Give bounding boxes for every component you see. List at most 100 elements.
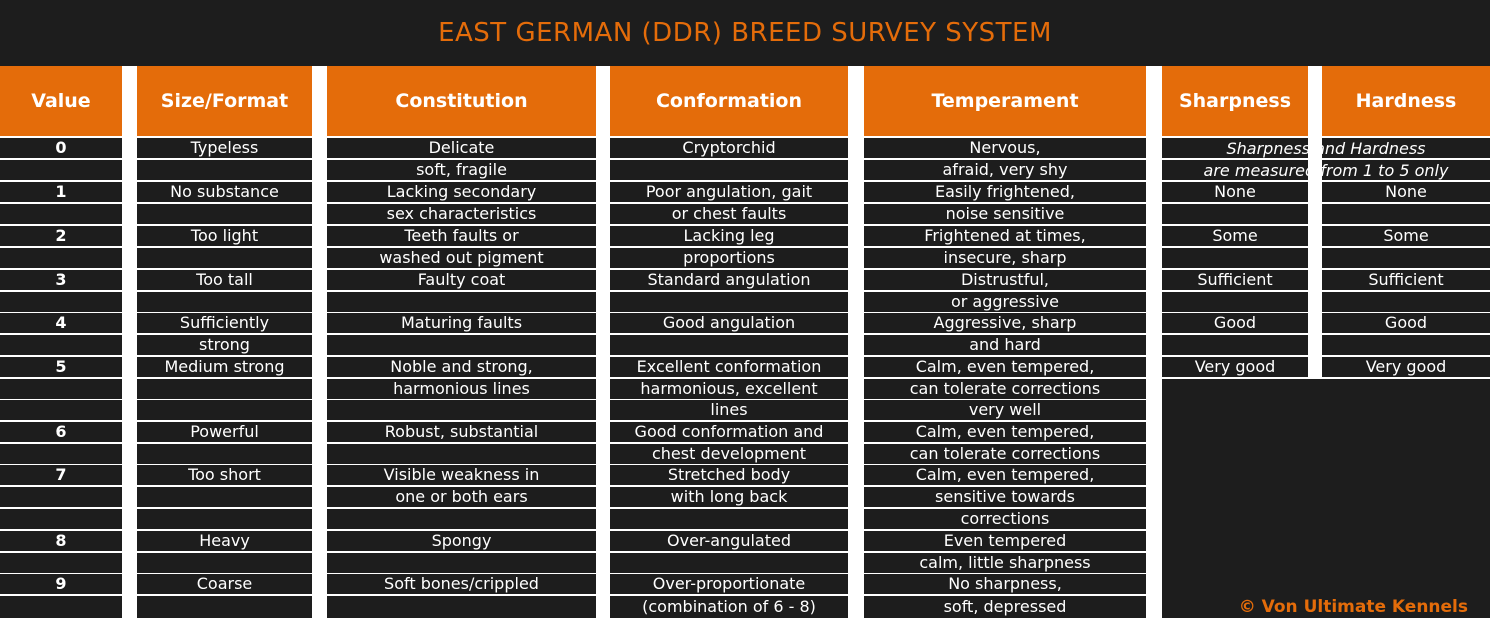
table-cell: Too light <box>137 226 312 246</box>
table-cell: 5 <box>0 357 122 377</box>
table-cell <box>1162 292 1308 312</box>
table-cell <box>0 487 122 507</box>
copyright-text: © Von Ultimate Kennels <box>1238 597 1468 617</box>
table-cell: Noble and strong, <box>327 357 596 377</box>
table-cell: and hard <box>864 335 1146 355</box>
table-cell: Heavy <box>137 531 312 551</box>
table-cell <box>1322 248 1490 268</box>
table-cell: insecure, sharp <box>864 248 1146 268</box>
table-cell: one or both ears <box>327 487 596 507</box>
table-cell: Aggressive, sharp <box>864 313 1146 333</box>
table-cell: Easily frightened, <box>864 182 1146 202</box>
table-cell: Lacking secondary <box>327 182 596 202</box>
table-cell: Powerful <box>137 422 312 442</box>
table-cell <box>610 553 848 573</box>
table-cell: Excellent conformation <box>610 357 848 377</box>
table-cell: Sufficient <box>1322 270 1490 290</box>
table-cell: corrections <box>864 509 1146 529</box>
table-cell: Typeless <box>137 138 312 158</box>
table-cell <box>0 444 122 464</box>
table-cell <box>0 596 122 618</box>
column-header: Constitution <box>327 66 596 136</box>
table-cell: 1 <box>0 182 122 202</box>
table-cell: Stretched body <box>610 465 848 485</box>
table-cell <box>1162 204 1308 224</box>
table-cell: Medium strong <box>137 357 312 377</box>
table-cell <box>137 553 312 573</box>
table-cell <box>137 160 312 180</box>
table-cell: Very good <box>1322 357 1490 377</box>
table-cell: chest development <box>610 444 848 464</box>
table-cell: Even tempered <box>864 531 1146 551</box>
table-cell <box>0 553 122 573</box>
column-header: Hardness <box>1322 66 1490 136</box>
table-cell: Visible weakness in <box>327 465 596 485</box>
table-cell <box>137 509 312 529</box>
column-header: Sharpness <box>1162 66 1308 136</box>
table-cell: Calm, even tempered, <box>864 465 1146 485</box>
table-cell: noise sensitive <box>864 204 1146 224</box>
table-cell: Good conformation and <box>610 422 848 442</box>
table-cell <box>1322 138 1490 158</box>
table-cell: Poor angulation, gait <box>610 182 848 202</box>
table-cell <box>1322 335 1490 355</box>
table-cell <box>1322 292 1490 312</box>
table-cell <box>0 160 122 180</box>
table-cell: Too tall <box>137 270 312 290</box>
table-cell: Faulty coat <box>327 270 596 290</box>
table-cell: No sharpness, <box>864 574 1146 594</box>
table-cell: (combination of 6 - 8) <box>610 596 848 618</box>
table-cell: 6 <box>0 422 122 442</box>
table-cell: Calm, even tempered, <box>864 422 1146 442</box>
table-cell: Calm, even tempered, <box>864 357 1146 377</box>
table-cell: 8 <box>0 531 122 551</box>
table-cell: very well <box>864 400 1146 420</box>
table-cell: Nervous, <box>864 138 1146 158</box>
table-cell: Soft bones/crippled <box>327 574 596 594</box>
table-cell <box>1162 160 1308 180</box>
table-cell <box>1322 204 1490 224</box>
table-cell <box>0 335 122 355</box>
table-cell <box>1322 160 1490 180</box>
table-cell: Some <box>1322 226 1490 246</box>
table-cell: Good <box>1322 313 1490 333</box>
table-cell: Spongy <box>327 531 596 551</box>
table-cell <box>0 248 122 268</box>
table-cell: washed out pigment <box>327 248 596 268</box>
table-cell <box>137 444 312 464</box>
table-cell: harmonious, excellent <box>610 379 848 399</box>
table-cell <box>137 292 312 312</box>
table-cell: Delicate <box>327 138 596 158</box>
table-cell <box>327 444 596 464</box>
table-cell <box>137 204 312 224</box>
table-cell <box>327 292 596 312</box>
table-cell: soft, fragile <box>327 160 596 180</box>
table-cell: No substance <box>137 182 312 202</box>
column-header: Temperament <box>864 66 1146 136</box>
table-cell: proportions <box>610 248 848 268</box>
table-cell <box>610 160 848 180</box>
table-cell: harmonious lines <box>327 379 596 399</box>
table-cell: Standard angulation <box>610 270 848 290</box>
table-cell <box>0 379 122 399</box>
table-cell <box>327 509 596 529</box>
table-cell: with long back <box>610 487 848 507</box>
table-cell <box>137 487 312 507</box>
table-cell: Teeth faults or <box>327 226 596 246</box>
table-cell: 3 <box>0 270 122 290</box>
column-header: Conformation <box>610 66 848 136</box>
table-cell <box>1162 138 1308 158</box>
table-cell: None <box>1322 182 1490 202</box>
table-cell: Maturing faults <box>327 313 596 333</box>
table-cell <box>1162 335 1308 355</box>
table-cell <box>610 292 848 312</box>
table-cell: Lacking leg <box>610 226 848 246</box>
table-cell: Very good <box>1162 357 1308 377</box>
table-cell: sex characteristics <box>327 204 596 224</box>
table-cell: Distrustful, <box>864 270 1146 290</box>
table-cell: Some <box>1162 226 1308 246</box>
table-cell: Frightened at times, <box>864 226 1146 246</box>
table-cell <box>137 379 312 399</box>
table-cell: 2 <box>0 226 122 246</box>
table-cell: Good angulation <box>610 313 848 333</box>
